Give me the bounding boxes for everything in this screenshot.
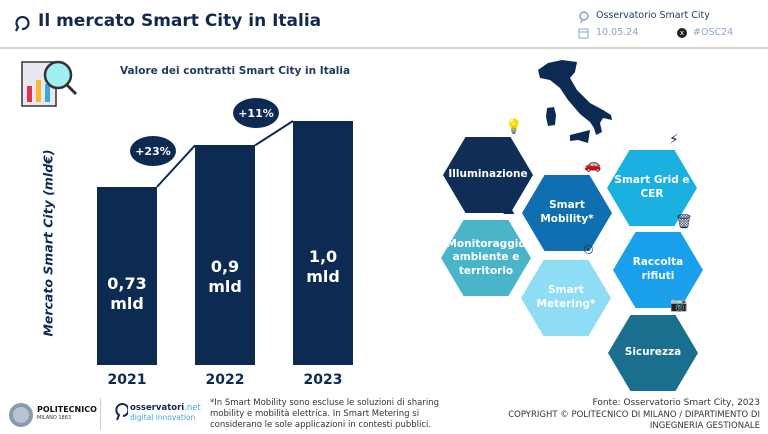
page-title: Il mercato Smart City in Italia <box>38 11 322 31</box>
meter-icon: ⏲ <box>583 242 594 258</box>
hexagon-label: Raccolta rifiuti <box>632 256 684 282</box>
observatory-name: Osservatorio Smart City <box>596 10 710 21</box>
polimi-name: POLITECNICO <box>37 405 97 414</box>
report-magnifier-icon <box>21 60 78 107</box>
hexagon-smart-grid-e-cer: Smart Grid e CER <box>607 150 697 226</box>
bar-2021: 0,73 mld <box>97 186 157 365</box>
hexagon-illuminazione: Illuminazione <box>443 137 533 213</box>
hexagon-raccolta-rifiuti: Raccolta rifiuti <box>613 232 703 308</box>
hexagon-label: Monitoraggio ambiente e territorio <box>446 237 526 277</box>
bar-data-label: 0,73 mld <box>107 273 147 313</box>
power-tower-icon: ⚡ <box>669 132 679 148</box>
hexagon-sicurezza: Sicurezza <box>608 315 698 391</box>
footer-divider <box>100 398 101 430</box>
growth-connector <box>254 120 294 147</box>
hashtag[interactable]: #OSC24 <box>693 27 734 38</box>
copyright: COPYRIGHT © POLITECNICO DI MILANO / DIPA… <box>508 410 760 432</box>
mountain-icon: ⛰ <box>503 202 515 218</box>
camera-icon: 📷 <box>670 297 688 313</box>
trash-icon: 🗑 <box>675 214 693 230</box>
growth-connector-lines <box>156 120 294 188</box>
source: Fonte: Osservatorio Smart City, 2023 <box>592 398 760 408</box>
growth-badge-2022: +23% <box>130 136 176 166</box>
osservatori-logo-icon <box>115 403 128 421</box>
hexagon-label: Smart Mobility* <box>540 199 594 225</box>
x-tick-label: 2021 <box>107 372 147 388</box>
hexagon-label: Smart Grid e CER <box>614 174 690 200</box>
hexagon-smart-metering: Smart Metering* <box>521 260 611 336</box>
event-date: 10.05.24 <box>596 27 639 38</box>
x-tick-label: 2023 <box>303 372 343 388</box>
bar-2022: 0,9 mld <box>195 145 255 365</box>
italy-map-icon <box>538 60 612 143</box>
x-tick-label: 2022 <box>205 372 245 388</box>
hexagon-smart-mobility: Smart Mobility* <box>522 175 612 251</box>
hexagon-label: Illuminazione <box>448 168 528 181</box>
growth-connector <box>156 144 196 188</box>
osservatori-sub: digital innovation <box>130 413 196 422</box>
osservatori-name: osservatori.net <box>130 403 201 413</box>
bar-data-label: 1,0 mld <box>306 247 340 287</box>
car-icon: 🚗 <box>584 157 602 173</box>
growth-badge-2023: +11% <box>233 98 279 128</box>
bar-data-label: 0,9 mld <box>208 257 242 297</box>
x-logo-icon: x <box>677 28 687 38</box>
header-divider <box>0 47 768 49</box>
polimi-sub: MILANO 1863 <box>37 415 72 421</box>
hexagon-monitoraggio-ambiente-e-territorio: Monitoraggio ambiente e territorio <box>441 220 531 296</box>
chart-title: Valore dei contratti Smart City in Itali… <box>120 65 351 77</box>
hexagon-label: Sicurezza <box>624 346 682 359</box>
observatory-logo-icon <box>15 15 30 32</box>
hexagon-label: Smart Metering* <box>536 284 596 310</box>
street-lamp-icon: 💡 <box>505 119 523 135</box>
polimi-seal-icon <box>9 403 33 427</box>
footnote: *In Smart Mobility sono escluse le soluz… <box>210 398 439 431</box>
bar-2023: 1,0 mld <box>293 121 353 365</box>
calendar-icon <box>578 28 589 39</box>
observatory-icon <box>579 11 589 23</box>
